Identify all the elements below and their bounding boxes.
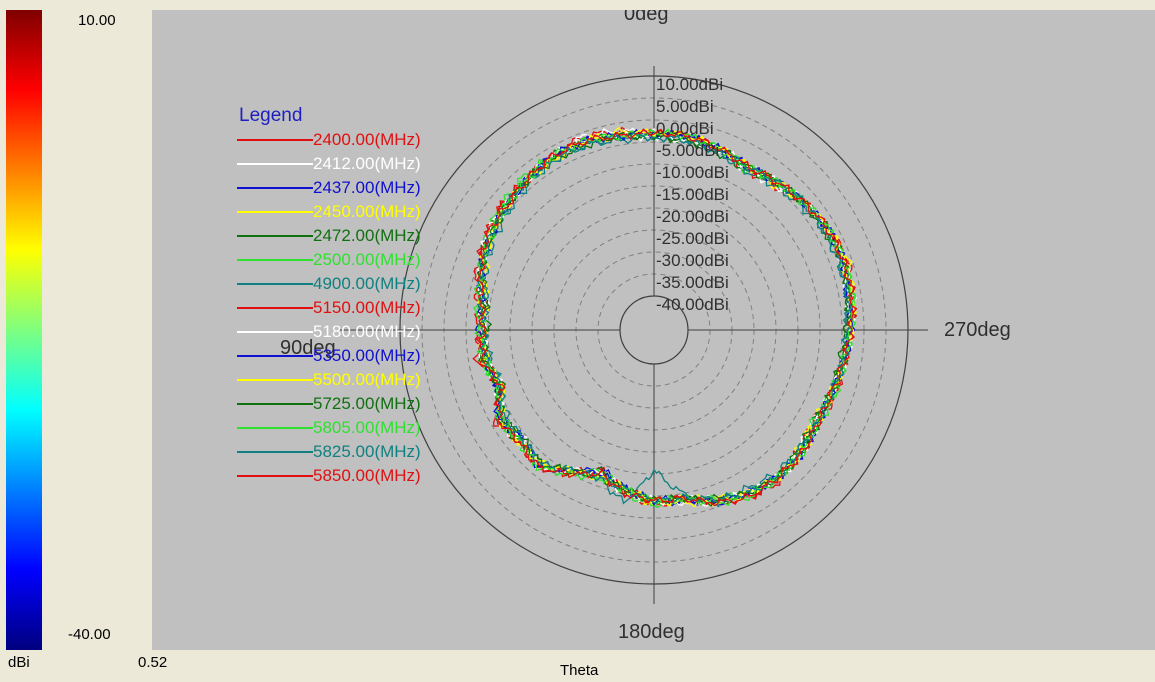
legend-item: 2437.00(MHz)	[237, 176, 421, 200]
angle-label: 180deg	[618, 621, 685, 643]
legend-label: 5725.00(MHz)	[313, 394, 421, 413]
series-trace	[476, 128, 858, 507]
legend-label: 5850.00(MHz)	[313, 466, 421, 485]
radial-tick-label: -35.00dBi	[656, 273, 729, 292]
legend-label: 5500.00(MHz)	[313, 370, 421, 389]
color-scale-min-label: -40.00	[68, 626, 111, 643]
legend-item: 4900.00(MHz)	[237, 272, 421, 296]
angle-label: 270deg	[944, 319, 1011, 341]
legend-label: 5825.00(MHz)	[313, 442, 421, 461]
legend-label: 2450.00(MHz)	[313, 202, 421, 221]
legend-item: 5180.00(MHz)	[237, 320, 421, 344]
polar-plot-panel: 10.00dBi 5.00dBi 0.00dBi -5.00dBi -10.00dBi -…	[152, 10, 1155, 650]
legend-swatch	[237, 235, 313, 237]
radial-tick-label: 0.00dBi	[656, 119, 714, 138]
legend-swatch	[237, 259, 313, 261]
radial-tick-label: -20.00dBi	[656, 207, 729, 226]
legend-swatch	[237, 451, 313, 453]
color-scale-max-label: 10.00	[78, 12, 116, 29]
legend-item: 5805.00(MHz)	[237, 416, 421, 440]
legend: Legend 2400.00(MHz) 2412.00(MHz) 2437.00(M…	[237, 104, 421, 488]
legend-label: 5350.00(MHz)	[313, 346, 421, 365]
radial-tick-label: -15.00dBi	[656, 185, 729, 204]
radial-tick-label: -40.00dBi	[656, 295, 729, 314]
color-scale-extra-value: 0.52	[138, 654, 168, 671]
legend-item: 5725.00(MHz)	[237, 392, 421, 416]
legend-item: 5850.00(MHz)	[237, 464, 421, 488]
legend-item: 5825.00(MHz)	[237, 440, 421, 464]
legend-swatch	[237, 211, 313, 213]
radial-tick-label: 10.00dBi	[656, 75, 723, 94]
series-layer	[472, 126, 858, 509]
legend-swatch	[237, 403, 313, 405]
theta-axis-label: Theta	[560, 662, 599, 679]
legend-label: 5180.00(MHz)	[313, 322, 421, 341]
legend-swatch	[237, 331, 313, 333]
color-scale-gradient	[6, 10, 42, 650]
legend-item: 5150.00(MHz)	[237, 296, 421, 320]
legend-swatch	[237, 427, 313, 429]
legend-swatch	[237, 187, 313, 189]
legend-swatch	[237, 139, 313, 141]
polar-grid	[340, 66, 928, 604]
radial-tick-label: -5.00dBi	[656, 141, 719, 160]
legend-label: 2412.00(MHz)	[313, 154, 421, 173]
radial-tick-label: -25.00dBi	[656, 229, 729, 248]
legend-swatch	[237, 283, 313, 285]
series-trace	[477, 131, 852, 504]
legend-label: 5805.00(MHz)	[313, 418, 421, 437]
legend-swatch	[237, 355, 313, 357]
radial-tick-label: 5.00dBi	[656, 97, 714, 116]
legend-item: 2400.00(MHz)	[237, 128, 421, 152]
legend-item: 2412.00(MHz)	[237, 152, 421, 176]
legend-swatch	[237, 475, 313, 477]
color-scale-bar	[6, 10, 42, 650]
legend-label: 5150.00(MHz)	[313, 298, 421, 317]
series-trace	[472, 128, 856, 507]
legend-item: 5350.00(MHz)	[237, 344, 421, 368]
angle-label: 90deg	[280, 337, 336, 359]
legend-item: 2500.00(MHz)	[237, 248, 421, 272]
legend-label: 2437.00(MHz)	[313, 178, 421, 197]
legend-label: 2400.00(MHz)	[313, 130, 421, 149]
legend-item: 2472.00(MHz)	[237, 224, 421, 248]
polar-chart: 10.00dBi 5.00dBi 0.00dBi -5.00dBi -10.00dBi -…	[280, 10, 1011, 643]
radial-tick-label: -10.00dBi	[656, 163, 729, 182]
legend-label: 2472.00(MHz)	[313, 226, 421, 245]
legend-swatch	[237, 163, 313, 165]
legend-item: 5500.00(MHz)	[237, 368, 421, 392]
legend-title: Legend	[239, 105, 303, 126]
color-scale-unit-label: dBi	[8, 654, 30, 671]
legend-label: 4900.00(MHz)	[313, 274, 421, 293]
legend-item: 2450.00(MHz)	[237, 200, 421, 224]
legend-swatch	[237, 307, 313, 309]
legend-label: 2500.00(MHz)	[313, 250, 421, 269]
radial-tick-label: -30.00dBi	[656, 251, 729, 270]
angle-label: 0deg	[624, 10, 669, 25]
label-layer: 10.00dBi 5.00dBi 0.00dBi -5.00dBi -10.00dBi -…	[280, 10, 1011, 643]
legend-swatch	[237, 379, 313, 381]
